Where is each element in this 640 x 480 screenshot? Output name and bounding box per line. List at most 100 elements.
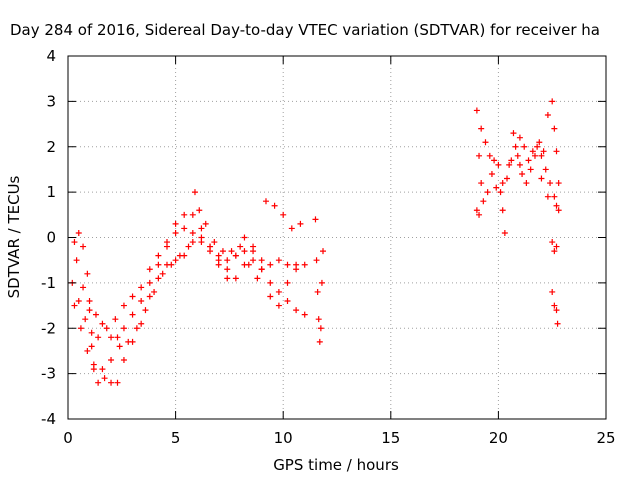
series-track-6	[473, 107, 560, 209]
data-point	[159, 270, 166, 277]
y-tick-label: 0	[46, 229, 56, 247]
data-point	[493, 184, 500, 191]
data-point	[211, 239, 218, 246]
data-point	[176, 252, 183, 259]
data-point	[275, 288, 282, 295]
data-point	[250, 243, 257, 250]
data-point	[531, 152, 538, 159]
data-point	[196, 207, 203, 214]
data-point	[172, 257, 179, 264]
data-point	[553, 202, 560, 209]
data-point	[155, 261, 162, 268]
y-tick-label: -4	[41, 410, 56, 428]
data-point	[504, 175, 511, 182]
data-point	[551, 193, 558, 200]
data-point	[75, 298, 82, 305]
data-point	[86, 307, 93, 314]
data-point	[77, 325, 84, 332]
data-point	[241, 248, 248, 255]
data-point	[320, 248, 327, 255]
data-point	[553, 243, 560, 250]
data-point	[544, 111, 551, 118]
data-point	[129, 293, 136, 300]
x-tick-label: 10	[274, 429, 293, 447]
data-point	[108, 357, 115, 364]
data-point	[315, 316, 322, 323]
data-point	[120, 325, 127, 332]
data-point	[508, 157, 515, 164]
data-point	[473, 107, 480, 114]
y-axis-label: SDTVAR / TECUs	[5, 175, 23, 298]
data-point	[146, 293, 153, 300]
data-point	[151, 288, 158, 295]
data-point	[146, 279, 153, 286]
data-point	[80, 243, 87, 250]
data-point	[101, 375, 108, 382]
data-point	[232, 275, 239, 282]
data-point	[103, 325, 110, 332]
data-point	[146, 266, 153, 273]
data-point	[71, 239, 78, 246]
data-point	[80, 284, 87, 291]
data-point	[84, 347, 91, 354]
data-point	[90, 361, 97, 368]
data-point	[82, 316, 89, 323]
data-point	[86, 298, 93, 305]
data-point	[241, 234, 248, 241]
x-tick-labels: 0 5 10 15 20 25	[63, 429, 615, 447]
data-point	[495, 161, 502, 168]
data-point	[549, 239, 556, 246]
data-point	[499, 207, 506, 214]
data-point	[262, 198, 269, 205]
data-point	[258, 266, 265, 273]
data-point	[129, 311, 136, 318]
grid	[68, 56, 606, 419]
data-point	[181, 225, 188, 232]
data-point	[172, 220, 179, 227]
data-point	[553, 307, 560, 314]
data-point	[95, 334, 102, 341]
data-point	[99, 366, 106, 373]
data-point	[202, 220, 209, 227]
data-point	[547, 180, 554, 187]
data-point	[284, 279, 291, 286]
data-point	[293, 307, 300, 314]
data-point	[478, 125, 485, 132]
data-point	[486, 152, 493, 159]
data-point	[250, 257, 257, 264]
x-axis-label: GPS time / hours	[273, 456, 399, 474]
data-point	[551, 125, 558, 132]
data-point	[314, 288, 321, 295]
data-point	[95, 379, 102, 386]
data-point	[284, 298, 291, 305]
data-point	[254, 275, 261, 282]
data-point	[155, 275, 162, 282]
data-point	[99, 320, 106, 327]
data-point	[555, 207, 562, 214]
y-tick-label: 4	[46, 47, 56, 65]
data-point	[71, 302, 78, 309]
data-point	[551, 248, 558, 255]
y-tick-label: 1	[46, 183, 56, 201]
data-point	[189, 211, 196, 218]
data-point	[527, 166, 534, 173]
data-point	[267, 293, 274, 300]
series-track-4	[73, 189, 304, 350]
data-point	[88, 329, 95, 336]
data-point	[478, 180, 485, 187]
data-point	[219, 248, 226, 255]
data-point	[189, 239, 196, 246]
data-point	[476, 211, 483, 218]
data-point	[142, 307, 149, 314]
data-point	[313, 257, 320, 264]
data-point	[88, 343, 95, 350]
data-point	[284, 261, 291, 268]
y-tick-label: -2	[41, 319, 56, 337]
data-point	[536, 139, 543, 146]
data-point	[112, 316, 119, 323]
data-point	[538, 175, 545, 182]
x-tick-label: 20	[489, 429, 508, 447]
data-point	[198, 225, 205, 232]
data-point	[120, 302, 127, 309]
